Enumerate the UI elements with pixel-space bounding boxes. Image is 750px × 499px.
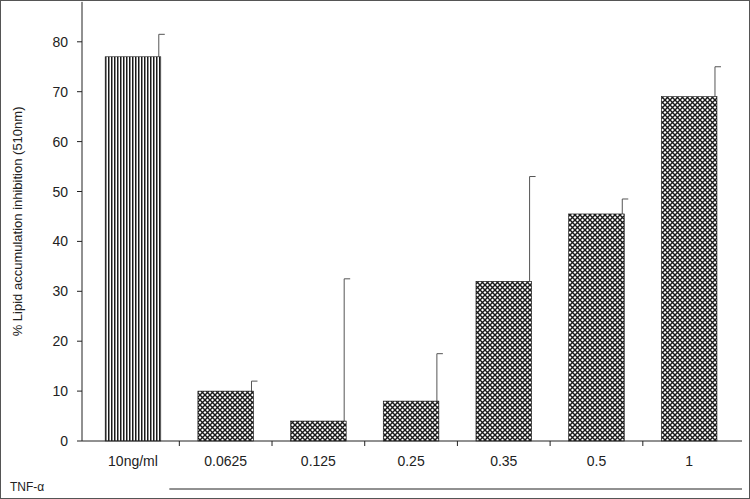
x-tick-label: 0.25: [397, 453, 424, 469]
y-tick: [77, 391, 82, 392]
y-tick: [77, 41, 82, 42]
x-tick: [364, 441, 365, 446]
error-cap: [344, 278, 350, 279]
error-cap: [715, 66, 721, 67]
error-stem: [251, 381, 252, 391]
error-bar: [530, 177, 536, 282]
bar: [198, 391, 254, 441]
bar: [476, 281, 532, 441]
error-stem: [714, 67, 715, 97]
error-stem: [344, 279, 345, 421]
error-cap: [251, 381, 257, 382]
group-label: TNF-α: [10, 480, 44, 494]
y-axis-label: % Lipid accumulation inhibition (510nm): [10, 107, 25, 337]
x-tick: [642, 441, 643, 446]
error-stem: [529, 177, 530, 282]
y-tick: [77, 191, 82, 192]
y-tick: [77, 341, 82, 342]
error-bar: [251, 381, 257, 391]
frame: [1, 1, 750, 499]
error-cap: [159, 34, 165, 35]
error-stem: [158, 34, 159, 56]
bar: [661, 97, 717, 441]
bar: [569, 214, 625, 441]
chart: 0 10 20 30 40 50 60 70 80 10ng/ml 0.0625 0.125 0.25 0…: [0, 0, 750, 499]
error-cap: [622, 198, 628, 199]
x-tick-label: 0.5: [587, 453, 607, 469]
x-tick-label: 0.35: [490, 453, 517, 469]
error-stem: [436, 354, 437, 401]
y-tick-label: 20: [52, 333, 68, 349]
x-tick: [550, 441, 551, 446]
y-tick-label: 70: [52, 84, 68, 100]
x-tick-label: 1: [685, 453, 693, 469]
y-tick: [77, 241, 82, 242]
y-tick-label: 10: [52, 383, 68, 399]
y-tick: [77, 291, 82, 292]
y-tick-label: 60: [52, 134, 68, 150]
y-tick-label: 50: [52, 184, 68, 200]
error-cap: [437, 353, 443, 354]
x-tick-label: 0.0625: [204, 453, 247, 469]
bars: [159, 34, 721, 421]
bar: [383, 401, 439, 441]
group-line: [169, 489, 742, 490]
error-cap: [530, 176, 536, 177]
error-stem: [622, 199, 623, 214]
y-tick-label: 0: [60, 433, 68, 449]
x-tick-label: 10ng/ml: [108, 453, 158, 469]
bar: [291, 421, 347, 441]
y-tick: [77, 91, 82, 92]
x-tick: [272, 441, 273, 446]
y-tick-label: 30: [52, 283, 68, 299]
error-bar: [715, 67, 721, 97]
bar: [105, 57, 161, 441]
y-tick: [77, 141, 82, 142]
error-bar: [159, 34, 165, 56]
error-bar: [344, 279, 350, 421]
y-axis: [82, 2, 83, 441]
x-tick-label: 0.125: [301, 453, 336, 469]
y-tick-label: 80: [52, 34, 68, 50]
y-tick: [77, 441, 82, 442]
y-tick-label: 40: [52, 233, 68, 249]
error-bar: [622, 199, 628, 214]
x-tick: [179, 441, 180, 446]
x-tick: [457, 441, 458, 446]
error-bar: [437, 354, 443, 401]
